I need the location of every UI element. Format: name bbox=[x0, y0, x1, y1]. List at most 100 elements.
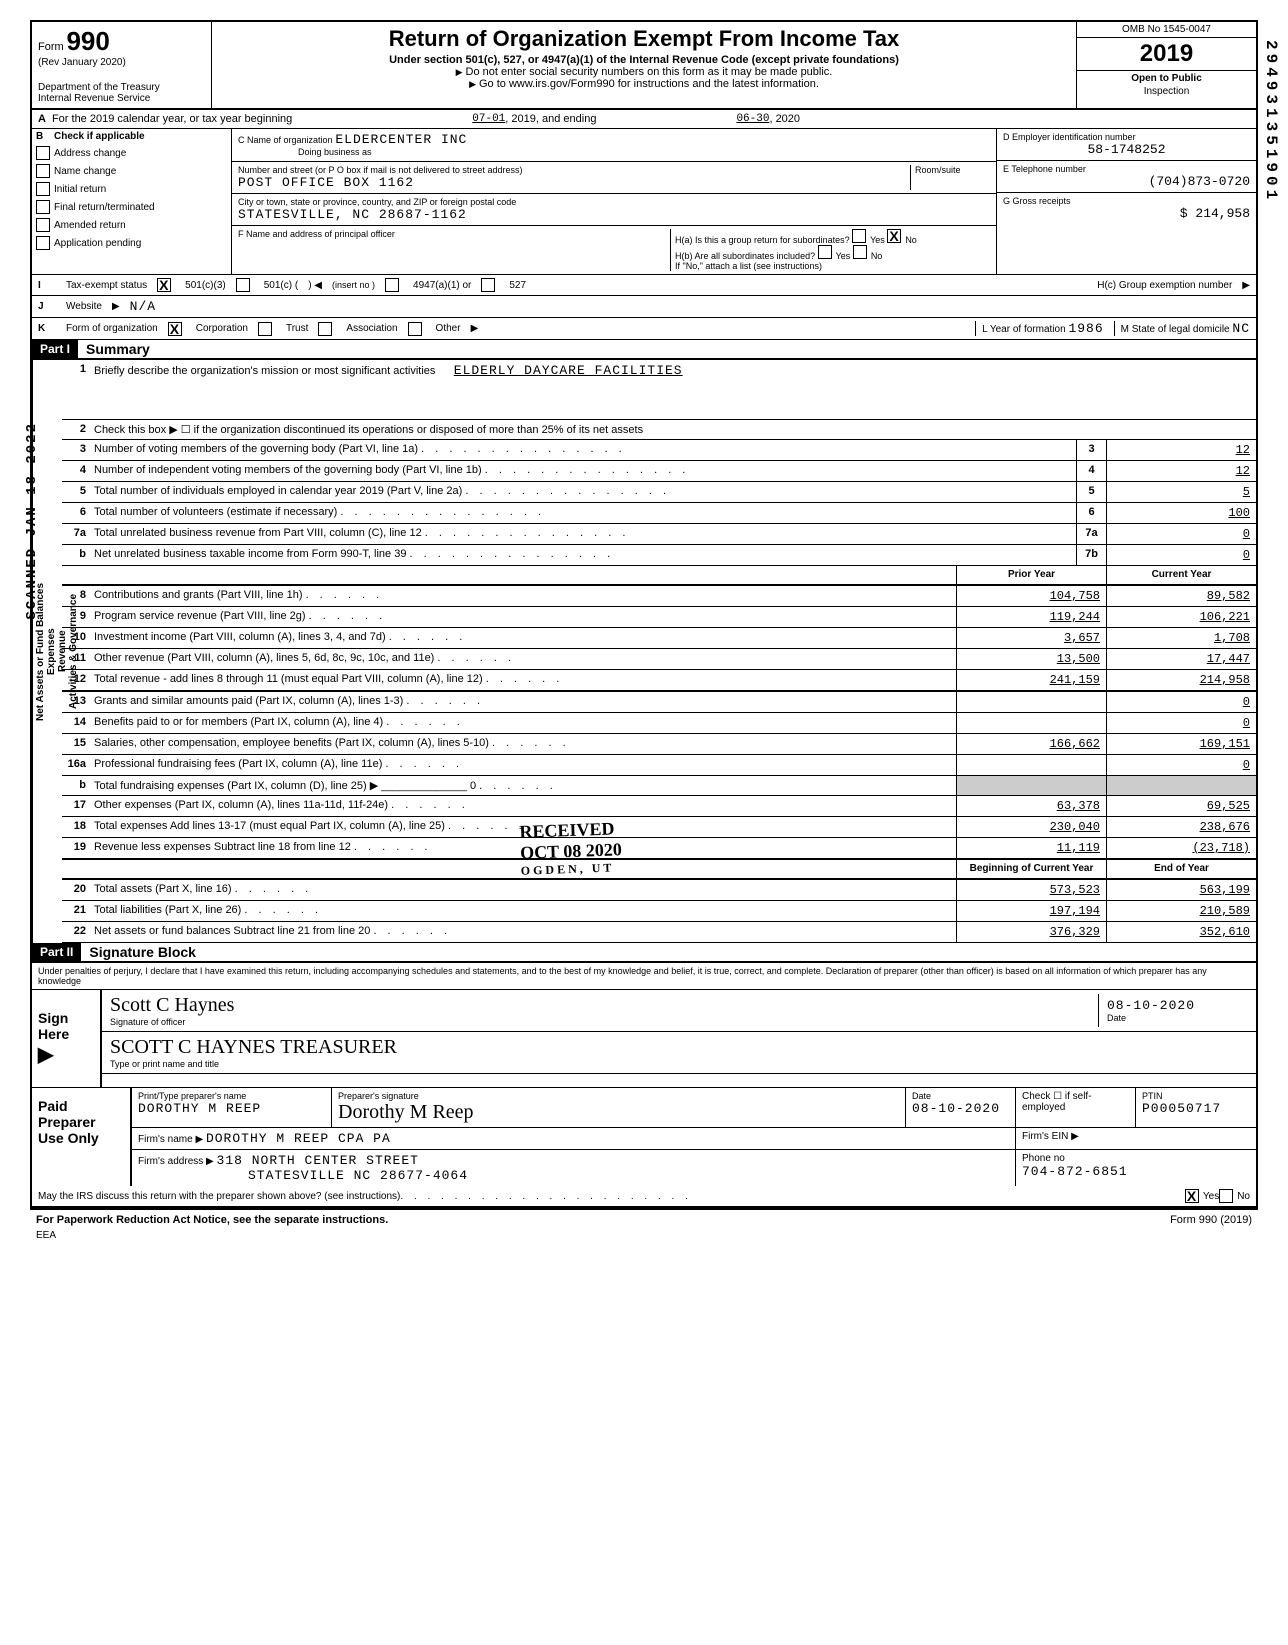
sum-curr: 238,676 bbox=[1106, 817, 1256, 837]
sum-line-double: 19 Revenue less expenses Subtract line 1… bbox=[62, 838, 1256, 860]
check-name-change[interactable] bbox=[36, 164, 50, 178]
sum-end: 352,610 bbox=[1106, 922, 1256, 942]
hb-no-lbl: No bbox=[871, 251, 883, 261]
sum-line-single: 6 Total number of volunteers (estimate i… bbox=[62, 503, 1256, 524]
check-527[interactable] bbox=[481, 278, 495, 292]
check-501c[interactable] bbox=[236, 278, 250, 292]
sum-text: Benefits paid to or for members (Part IX… bbox=[90, 713, 956, 733]
tax-end: 06-30 bbox=[736, 113, 769, 125]
sum-val: 12 bbox=[1106, 440, 1256, 460]
part1-header: Part I bbox=[32, 340, 78, 358]
firm-addr1: 318 NORTH CENTER STREET bbox=[217, 1153, 419, 1168]
i-label: I bbox=[38, 280, 56, 291]
sum-curr: (23,718) bbox=[1106, 838, 1256, 858]
check-amended[interactable] bbox=[36, 218, 50, 232]
b-label: B bbox=[36, 131, 50, 142]
form-id: Form 990 (2019) bbox=[1170, 1214, 1252, 1226]
sum-text: Other expenses (Part IX, column (A), lin… bbox=[90, 796, 956, 816]
opt-501c3: 501(c)(3) bbox=[185, 280, 226, 291]
check-other[interactable] bbox=[408, 322, 422, 336]
sum-curr: 169,151 bbox=[1106, 734, 1256, 754]
state-domicile: NC bbox=[1232, 321, 1250, 336]
check-corp[interactable] bbox=[168, 322, 182, 336]
discuss-yes-lbl: Yes bbox=[1203, 1191, 1219, 1202]
check-501c3[interactable] bbox=[157, 278, 171, 292]
sidebar-gov: Activities & Governance bbox=[68, 364, 79, 939]
sum-line-single: 4 Number of independent voting members o… bbox=[62, 461, 1256, 482]
sum-val: 5 bbox=[1106, 482, 1256, 502]
check-trust[interactable] bbox=[258, 322, 272, 336]
ha-no[interactable] bbox=[887, 229, 901, 243]
ptin: P00050717 bbox=[1142, 1101, 1250, 1116]
sum-text: Salaries, other compensation, employee b… bbox=[90, 734, 956, 754]
prep-date: 08-10-2020 bbox=[912, 1101, 1009, 1116]
sum-text: Program service revenue (Part VIII, line… bbox=[90, 607, 956, 627]
check-initial-return[interactable] bbox=[36, 182, 50, 196]
discuss-row: May the IRS discuss this return with the… bbox=[32, 1186, 1256, 1208]
org-address: POST OFFICE BOX 1162 bbox=[238, 175, 910, 190]
ein: 58-1748252 bbox=[1003, 142, 1250, 157]
sum-curr: 214,958 bbox=[1106, 670, 1256, 690]
sum-prior: 13,500 bbox=[956, 649, 1106, 669]
discuss-yes[interactable] bbox=[1185, 1189, 1199, 1203]
c-label: C Name of organization bbox=[238, 135, 333, 145]
sum-box: 3 bbox=[1076, 440, 1106, 460]
discuss-no[interactable] bbox=[1219, 1189, 1233, 1203]
sum-prior: 63,378 bbox=[956, 796, 1106, 816]
sum-prior: 11,119 bbox=[956, 838, 1106, 858]
discuss-no-lbl: No bbox=[1237, 1191, 1250, 1202]
m-label: M State of legal domicile bbox=[1121, 324, 1230, 335]
sum-line-double: 16a Professional fundraising fees (Part … bbox=[62, 755, 1256, 776]
sum-curr: 106,221 bbox=[1106, 607, 1256, 627]
org-name: ELDERCENTER INC bbox=[335, 132, 467, 147]
check-label-5: Application pending bbox=[54, 238, 141, 249]
part2-title: Signature Block bbox=[81, 944, 196, 960]
org-info-col: C Name of organization ELDERCENTER INC D… bbox=[232, 129, 996, 274]
paid-label: Paid Preparer Use Only bbox=[32, 1088, 132, 1186]
line-a-mid: , 2019, and ending bbox=[505, 113, 596, 125]
sum-box: 5 bbox=[1076, 482, 1106, 502]
open-public: Open to Public bbox=[1077, 71, 1256, 86]
firm-addr2: STATESVILLE NC 28677-4064 bbox=[248, 1168, 468, 1183]
sum-val: 12 bbox=[1106, 461, 1256, 481]
hb-no[interactable] bbox=[853, 245, 867, 259]
check-pending[interactable] bbox=[36, 236, 50, 250]
sum-text: Other revenue (Part VIII, column (A), li… bbox=[90, 649, 956, 669]
sidebar-rev: Revenue bbox=[57, 364, 68, 939]
ha-yes[interactable] bbox=[852, 229, 866, 243]
form-org-label: Form of organization bbox=[66, 323, 158, 334]
d-label: D Employer identification number bbox=[1003, 132, 1250, 142]
hb-yes[interactable] bbox=[818, 245, 832, 259]
check-final-return[interactable] bbox=[36, 200, 50, 214]
begin-year-head: Beginning of Current Year bbox=[956, 860, 1106, 878]
goto-note: Go to www.irs.gov/Form990 for instructio… bbox=[220, 78, 1068, 90]
form-subtitle: Under section 501(c), 527, or 4947(a)(1)… bbox=[220, 54, 1068, 66]
prep-name: DOROTHY M REEP bbox=[138, 1101, 325, 1116]
prior-year-head: Prior Year bbox=[956, 566, 1106, 584]
ssn-note: Do not enter social security numbers on … bbox=[220, 66, 1068, 78]
sum-line-single: 5 Total number of individuals employed i… bbox=[62, 482, 1256, 503]
sum-line-double: 10 Investment income (Part VIII, column … bbox=[62, 628, 1256, 649]
header-center: Return of Organization Exempt From Incom… bbox=[212, 22, 1076, 108]
sum-line-double: 12 Total revenue - add lines 8 through 1… bbox=[62, 670, 1256, 692]
opt-501c: 501(c) ( bbox=[264, 280, 298, 291]
sum-line-single: b Net unrelated business taxable income … bbox=[62, 545, 1256, 566]
sum-box: 7b bbox=[1076, 545, 1106, 565]
k-label: K bbox=[38, 323, 56, 334]
check-assoc[interactable] bbox=[318, 322, 332, 336]
j-label: J bbox=[38, 301, 56, 312]
form-word: Form bbox=[38, 41, 64, 53]
header-right: OMB No 1545-0047 2019 Open to Public Ins… bbox=[1076, 22, 1256, 108]
sum-prior bbox=[956, 713, 1106, 733]
part1-title: Summary bbox=[78, 341, 150, 357]
website-val: N/A bbox=[130, 299, 156, 314]
header-left: Form 990 (Rev January 2020) Department o… bbox=[32, 22, 212, 108]
paperwork-note: For Paperwork Reduction Act Notice, see … bbox=[36, 1214, 388, 1226]
summary-content: 1 Briefly describe the organization's mi… bbox=[62, 360, 1256, 943]
check-address-change[interactable] bbox=[36, 146, 50, 160]
sign-date: 08-10-2020 bbox=[1107, 998, 1240, 1013]
check-4947[interactable] bbox=[385, 278, 399, 292]
part2-header: Part II bbox=[32, 943, 81, 961]
sum-end: 210,589 bbox=[1106, 901, 1256, 921]
sum-prior: 166,662 bbox=[956, 734, 1106, 754]
